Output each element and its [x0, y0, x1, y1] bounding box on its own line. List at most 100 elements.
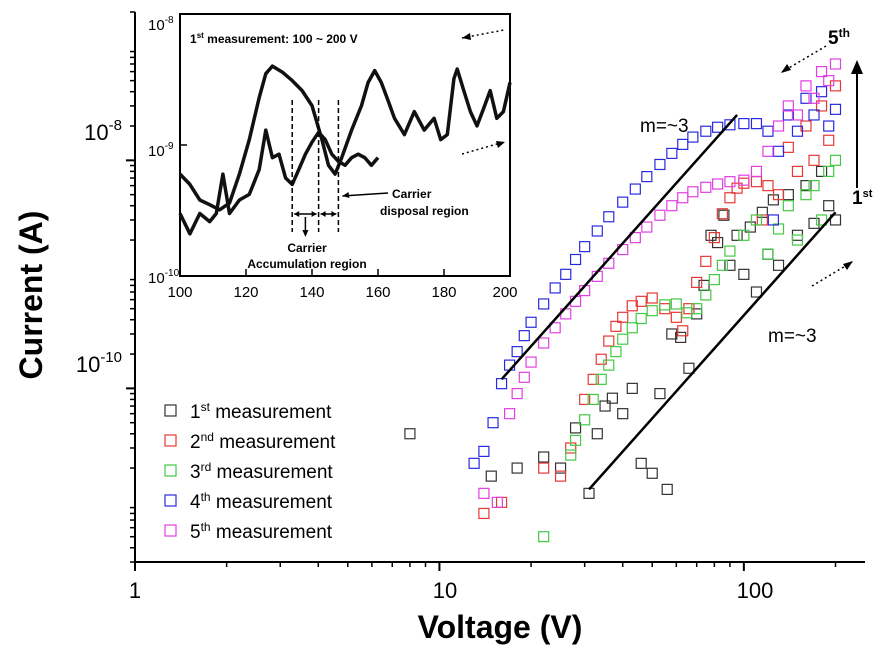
series-2-point — [677, 325, 689, 337]
legend-marker-1 — [164, 404, 177, 417]
series-1-point — [599, 400, 611, 412]
legend-label-3: 3rd measurement — [190, 460, 333, 483]
series-4-point — [617, 196, 629, 208]
series-4-point — [525, 316, 537, 328]
series-3-point — [800, 189, 812, 201]
series-4-point — [800, 92, 812, 104]
disposal-pointer-head — [342, 192, 350, 198]
series-2-point — [495, 496, 508, 508]
dotted-arrow-upper — [781, 45, 827, 73]
series-1-point — [654, 387, 666, 400]
series-5-point — [750, 165, 763, 177]
inset-y-tick-1e-10: 10-10 — [148, 268, 180, 287]
series-4-point — [666, 147, 678, 160]
series-4-point — [677, 138, 689, 150]
inset-dotted-arrow-lower-head — [496, 141, 505, 148]
series-4-point — [629, 183, 641, 195]
series-1-point — [661, 483, 673, 495]
inset-x-tick-160: 160 — [365, 284, 390, 301]
series-2-point — [538, 462, 550, 474]
series-5-point — [687, 186, 699, 198]
region-arrowhead-right-2 — [331, 211, 337, 217]
inset-x-tick-200: 200 — [492, 284, 517, 301]
inset-dotted-arrow-upper — [461, 29, 505, 39]
series-2-point — [708, 232, 720, 244]
x-tick-label-1: 1 — [129, 578, 141, 603]
series-5-point — [511, 387, 523, 400]
series-4-point — [468, 457, 480, 469]
legend-label-5: 5th measurement — [190, 520, 333, 543]
series-1-point — [744, 221, 756, 233]
series-3-point — [603, 359, 615, 371]
series-5-point — [549, 322, 561, 334]
series-3-point — [538, 531, 550, 543]
series-5-point — [503, 408, 516, 420]
fifth-marker-label: 5th — [828, 26, 850, 49]
series-4-point — [791, 125, 804, 137]
series-5-point — [538, 337, 550, 349]
series-3-point — [791, 234, 804, 246]
series-2-point — [478, 507, 490, 520]
order-arrow-head — [851, 60, 863, 74]
series-3-point — [579, 414, 591, 426]
series-2-point — [691, 276, 703, 289]
series-2-point — [659, 303, 671, 315]
inset-curve-2 — [178, 128, 380, 236]
series-5-point — [700, 181, 712, 193]
series-5-point — [478, 487, 490, 499]
y-tick-label-1e-10: 10-10 — [76, 349, 122, 377]
series-5-point — [772, 120, 785, 132]
series-4-point — [569, 253, 582, 266]
inset-x-tick-100: 100 — [167, 284, 192, 301]
accumulation-label-line1: Carrier — [287, 241, 327, 255]
series-4-point — [738, 117, 750, 130]
series-5-point — [815, 66, 828, 78]
series-3-point — [691, 303, 703, 315]
series-3-point — [635, 312, 647, 325]
series-4-point — [829, 103, 842, 115]
inset-x-tick-140: 140 — [299, 284, 324, 301]
series-4-point — [724, 119, 736, 131]
series-1-point — [485, 470, 497, 482]
series-4-point — [808, 109, 820, 121]
series-3-point — [716, 259, 728, 271]
series-5-point — [525, 356, 537, 368]
region-arrowhead-left-1 — [294, 211, 300, 217]
series-3-point — [782, 200, 794, 212]
series-1-point — [823, 200, 835, 212]
series-4-point — [560, 268, 572, 280]
series-1-point — [756, 206, 768, 218]
series-1-point — [829, 214, 842, 226]
series-5-point — [654, 209, 666, 221]
series-3-point — [670, 298, 682, 310]
series-1-point — [738, 268, 750, 280]
series-1-point — [750, 286, 763, 298]
series-2-point — [617, 311, 629, 323]
series-2-point — [815, 100, 828, 112]
fit-lines-group — [500, 114, 837, 491]
series-2-point — [554, 470, 567, 482]
series-3-point — [738, 229, 750, 241]
series-2-point — [603, 335, 615, 347]
series-3-point — [808, 180, 820, 192]
dotted-arrow-upper-head — [781, 64, 791, 73]
series-1-point — [554, 462, 567, 474]
series-4-point — [603, 211, 615, 223]
series-4-point — [591, 225, 603, 237]
series-2-point — [791, 165, 804, 177]
main-axis-ticks — [126, 11, 837, 571]
series-5-point — [724, 176, 736, 188]
series-2-point — [762, 180, 774, 192]
inset-axis-ticks — [179, 13, 511, 277]
legend-marker-4 — [164, 494, 177, 507]
series-2-point — [772, 189, 785, 201]
series-2-point — [683, 303, 695, 315]
series-3-point — [626, 322, 638, 334]
series-3-point — [587, 393, 599, 406]
inset-title: 1st measurement: 100 ~ 200 V — [190, 31, 358, 46]
series-5-point — [808, 92, 820, 104]
series-5-point — [823, 75, 835, 87]
x-tick-label-10: 10 — [433, 578, 457, 603]
inset-y-tick-1e-8: 10-8 — [148, 15, 174, 34]
